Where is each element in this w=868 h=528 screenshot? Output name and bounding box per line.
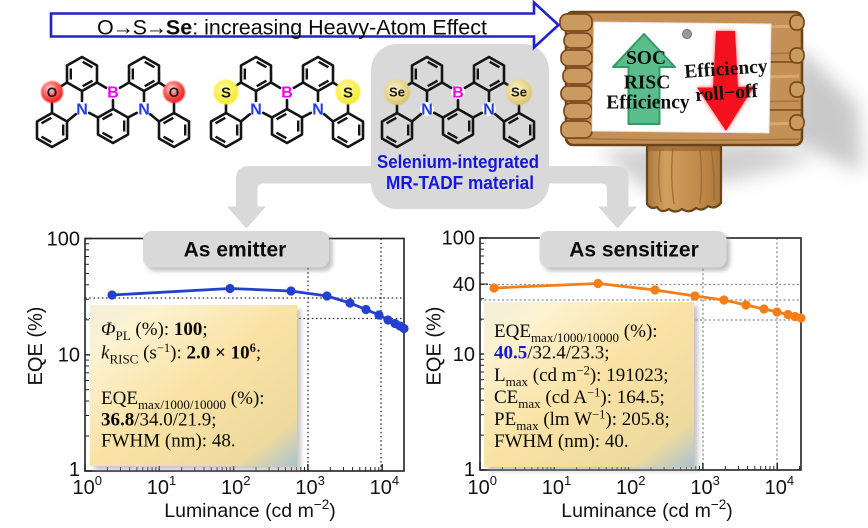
svg-text:N: N	[138, 101, 150, 118]
svg-text:Se: Se	[389, 85, 405, 100]
svg-text:SOC: SOC	[626, 48, 666, 69]
svg-text:Selenium-integrated: Selenium-integrated	[377, 151, 539, 172]
svg-text:Luminance (cd m−2): Luminance (cd m−2)	[164, 497, 335, 522]
svg-text:FWHM (nm): 48.: FWHM (nm): 48.	[101, 431, 236, 452]
svg-text:N: N	[250, 101, 262, 118]
svg-text:100: 100	[442, 228, 475, 250]
svg-text:RISC: RISC	[624, 73, 671, 94]
svg-text:As sensitizer: As sensitizer	[569, 239, 699, 262]
svg-text:O→S→Se: increasing Heavy-Atom: O→S→Se: increasing Heavy-Atom Effect	[97, 16, 487, 40]
svg-text:O: O	[169, 85, 180, 100]
svg-text:N: N	[483, 101, 495, 118]
svg-text:36.8/34.0/21.9;: 36.8/34.0/21.9;	[101, 410, 217, 431]
svg-text:EQEmax/1000/10000 (%):: EQEmax/1000/10000 (%):	[494, 321, 658, 345]
svg-text:kRISC (s−1): 2.0 × 106;: kRISC (s−1): 2.0 × 106;	[101, 341, 261, 366]
svg-text:S: S	[221, 84, 231, 101]
svg-text:EQE (%): EQE (%)	[424, 307, 446, 386]
svg-text:Lmax (cd m−2): 191023;: Lmax (cd m−2): 191023;	[494, 364, 669, 389]
svg-text:MR-TADF material: MR-TADF material	[386, 172, 534, 193]
svg-text:As emitter: As emitter	[184, 239, 287, 262]
svg-text:B: B	[107, 84, 119, 101]
svg-text:Efficiency: Efficiency	[606, 93, 690, 114]
svg-text:ΦPL (%): 100;: ΦPL (%): 100;	[101, 319, 208, 343]
svg-text:10: 10	[453, 344, 475, 366]
svg-text:PEmax (lm W−1): 205.8;: PEmax (lm W−1): 205.8;	[494, 408, 670, 433]
svg-text:Se: Se	[511, 85, 527, 100]
svg-text:EQE (%): EQE (%)	[25, 307, 47, 386]
svg-text:1: 1	[69, 459, 80, 481]
svg-text:O: O	[47, 85, 58, 100]
svg-text:40.5/32.4/23.3;: 40.5/32.4/23.3;	[494, 343, 610, 364]
svg-text:B: B	[452, 84, 464, 101]
svg-text:Luminance (cd m−2): Luminance (cd m−2)	[561, 497, 732, 522]
svg-text:roll−off: roll−off	[695, 81, 760, 106]
svg-text:10: 10	[58, 345, 80, 367]
svg-text:102: 102	[616, 473, 645, 499]
svg-text:FWHM (nm): 40.: FWHM (nm): 40.	[494, 431, 629, 452]
svg-text:N: N	[421, 101, 433, 118]
svg-text:N: N	[312, 101, 324, 118]
svg-text:S: S	[343, 84, 353, 101]
svg-text:CEmax (cd A−1): 164.5;: CEmax (cd A−1): 164.5;	[494, 386, 665, 411]
svg-text:1: 1	[464, 459, 475, 481]
svg-text:B: B	[281, 84, 293, 101]
svg-text:40: 40	[453, 274, 475, 296]
svg-text:N: N	[76, 101, 88, 118]
svg-text:100: 100	[47, 229, 80, 251]
svg-text:EQEmax/1000/10000 (%):: EQEmax/1000/10000 (%):	[101, 388, 265, 412]
